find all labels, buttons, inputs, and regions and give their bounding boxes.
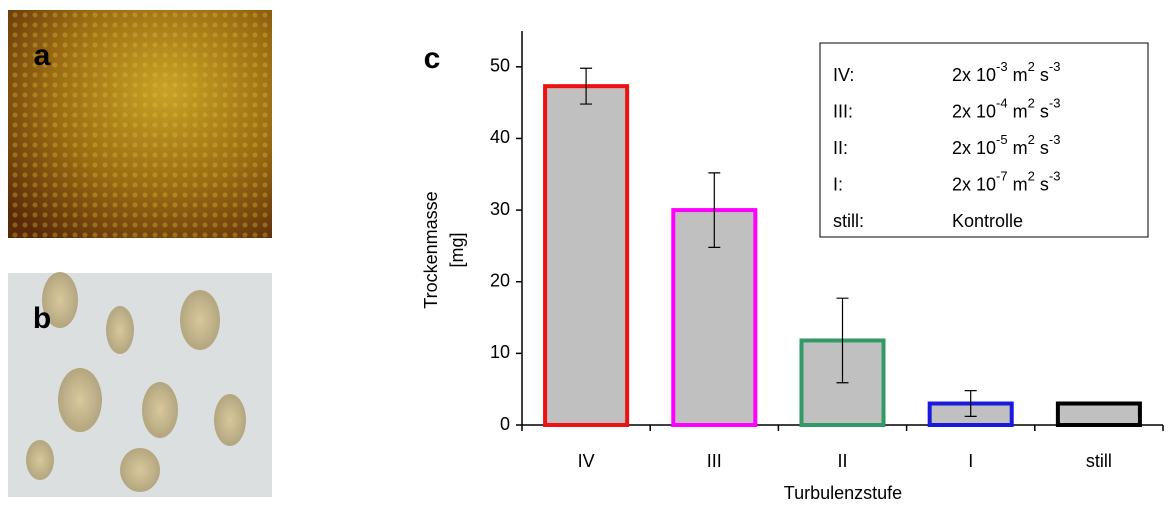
photo-a — [8, 10, 272, 238]
bar — [543, 84, 630, 427]
y-tick-label: 0 — [500, 414, 510, 434]
legend-text-part: 2x 10 — [952, 174, 996, 194]
y-tick-label: 20 — [490, 270, 510, 290]
x-tick-label: I — [968, 451, 973, 471]
x-axis-label: Turbulenzstufe — [784, 483, 902, 503]
legend-text-part: m — [1008, 101, 1028, 121]
superscript: -5 — [996, 132, 1008, 147]
x-tick-label: IV — [578, 451, 595, 471]
y-tick-label: 50 — [490, 56, 510, 76]
legend-text-part: m — [1008, 138, 1028, 158]
panel-label: a — [34, 39, 51, 72]
y-tick-label: 10 — [490, 342, 510, 362]
legend-text-part: s — [1035, 101, 1049, 121]
legend-text-part: s — [1035, 65, 1049, 85]
error-bar — [708, 172, 721, 248]
legend-text: 2x 10-3 m2 s-3 — [952, 59, 1060, 84]
superscript: -7 — [996, 169, 1008, 184]
error-bar — [580, 67, 593, 105]
legend-text-part: Kontrolle — [952, 211, 1023, 231]
x-tick-label: still — [1086, 451, 1112, 471]
legend-text-part: s — [1035, 174, 1049, 194]
superscript: -4 — [996, 96, 1008, 111]
y-tick-label: 40 — [490, 127, 510, 147]
legend-text-part: 2x 10 — [952, 65, 996, 85]
legend-key: III: — [833, 101, 853, 121]
legend-text: 2x 10-4 m2 s-3 — [952, 96, 1060, 121]
superscript: -3 — [1049, 169, 1061, 184]
legend-text: Kontrolle — [952, 211, 1023, 231]
legend-text-part: 2x 10 — [952, 101, 996, 121]
legend-text-part: s — [1035, 138, 1049, 158]
legend-text-part: m — [1008, 65, 1028, 85]
superscript: -3 — [996, 59, 1008, 74]
legend-key: II: — [833, 138, 848, 158]
superscript: 2 — [1028, 59, 1035, 74]
photo-b — [8, 272, 272, 497]
x-tick-label: II — [837, 451, 847, 471]
y-axis-label: Trockenmasse — [421, 191, 441, 308]
legend-key: I: — [833, 174, 843, 194]
error-bar — [964, 390, 977, 418]
bar — [1055, 401, 1142, 428]
superscript: -3 — [1049, 59, 1061, 74]
legend-key: IV: — [833, 65, 854, 85]
legend-text-part: 2x 10 — [952, 138, 996, 158]
legend-text-part: m — [1008, 174, 1028, 194]
legend-text: 2x 10-7 m2 s-3 — [952, 169, 1060, 194]
superscript: 2 — [1028, 169, 1035, 184]
legend-key: still: — [833, 211, 864, 231]
superscript: -3 — [1049, 96, 1061, 111]
superscript: 2 — [1028, 96, 1035, 111]
superscript: 2 — [1028, 132, 1035, 147]
x-tick-label: III — [707, 451, 722, 471]
legend-box — [819, 42, 1149, 238]
y-tick-label: 30 — [490, 199, 510, 219]
panel-label: b — [33, 302, 51, 335]
error-bar — [836, 297, 849, 384]
legend-text: 2x 10-5 m2 s-3 — [952, 132, 1060, 157]
y-axis-label: [mg] — [447, 232, 467, 267]
panel-label: c — [424, 42, 441, 75]
superscript: -3 — [1049, 132, 1061, 147]
